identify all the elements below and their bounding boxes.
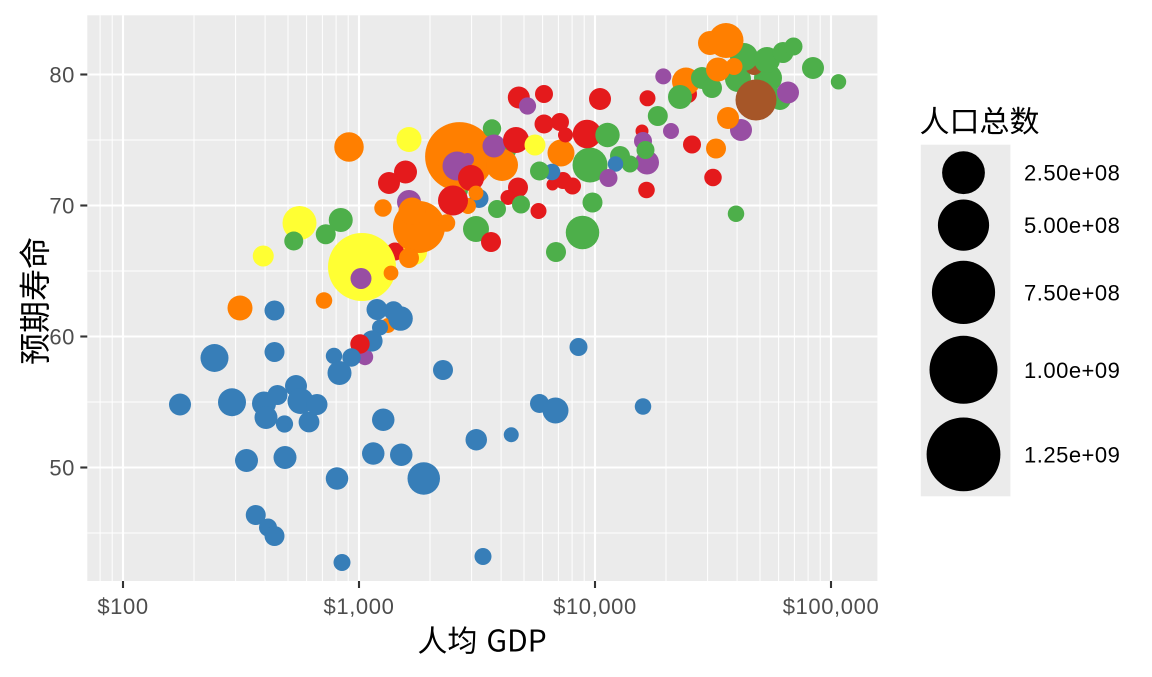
svg-text:1.25e+09: 1.25e+09 (1024, 442, 1120, 467)
svg-text:7.50e+08: 7.50e+08 (1024, 280, 1120, 305)
svg-text:60: 60 (49, 325, 75, 350)
svg-text:$1,000: $1,000 (324, 594, 395, 619)
svg-text:$10,000: $10,000 (553, 594, 637, 619)
svg-text:70: 70 (49, 194, 75, 219)
svg-text:$100,000: $100,000 (783, 594, 880, 619)
svg-text:5.00e+08: 5.00e+08 (1024, 213, 1120, 238)
svg-text:50: 50 (49, 456, 75, 481)
svg-text:1.00e+09: 1.00e+09 (1024, 358, 1120, 383)
svg-text:$100: $100 (97, 594, 148, 619)
svg-text:80: 80 (49, 63, 75, 88)
svg-text:2.50e+08: 2.50e+08 (1024, 161, 1120, 186)
